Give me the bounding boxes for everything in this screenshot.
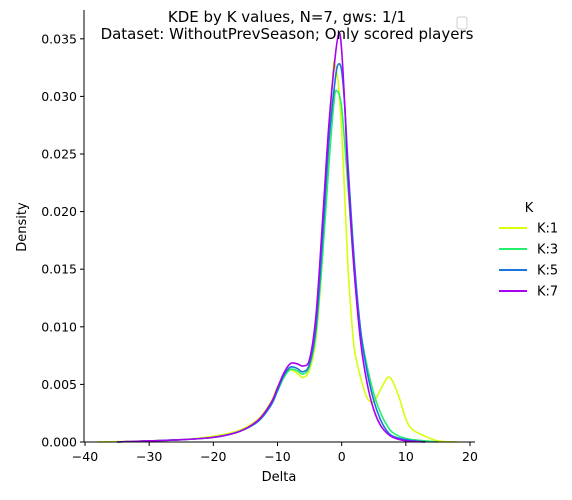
y-axis-label: Density: [15, 202, 30, 252]
legend: K K:1 K:3 K:5 K:7: [499, 201, 558, 300]
x-tick-label: 0: [338, 449, 346, 464]
x-tick-label: 20: [462, 449, 478, 464]
y-tick-label: 0.000: [41, 435, 77, 450]
y-tick-label: 0.030: [41, 89, 77, 104]
empty-legend-box: [456, 16, 468, 30]
y-tick-label: 0.025: [41, 147, 77, 162]
series-line-k7: [117, 32, 426, 443]
series-lines: [97, 32, 458, 443]
y-tick-label: 0.015: [41, 262, 77, 277]
x-axis-label: Delta: [262, 470, 297, 485]
chart-title-line1: KDE by K values, N=7, gws: 1/1: [168, 8, 406, 26]
x-tick-label: −20: [200, 449, 226, 464]
x-tick-label: 10: [398, 449, 414, 464]
x-tick-label: −30: [136, 449, 162, 464]
x-tick-label: −40: [72, 449, 98, 464]
legend-label: K:5: [537, 264, 558, 279]
legend-label: K:1: [537, 222, 558, 237]
y-tick-label: 0.035: [41, 31, 77, 46]
series-line-k1: [97, 59, 458, 443]
chart-title-line2: Dataset: WithoutPrevSeason; Only scored …: [101, 25, 474, 43]
y-tick-label: 0.005: [41, 377, 77, 392]
y-tick-label: 0.010: [41, 319, 77, 334]
x-tick-label: −10: [264, 449, 290, 464]
x-ticks: −40 −30 −20 −10 0 10 20: [72, 442, 478, 464]
y-ticks: 0.000 0.005 0.010 0.015 0.020 0.025 0.030 0.035: [41, 31, 84, 450]
legend-label: K:3: [537, 243, 558, 258]
legend-label: K:7: [537, 285, 558, 300]
legend-title: K: [525, 201, 534, 216]
y-tick-label: 0.020: [41, 204, 77, 219]
series-line-k5: [117, 62, 426, 443]
